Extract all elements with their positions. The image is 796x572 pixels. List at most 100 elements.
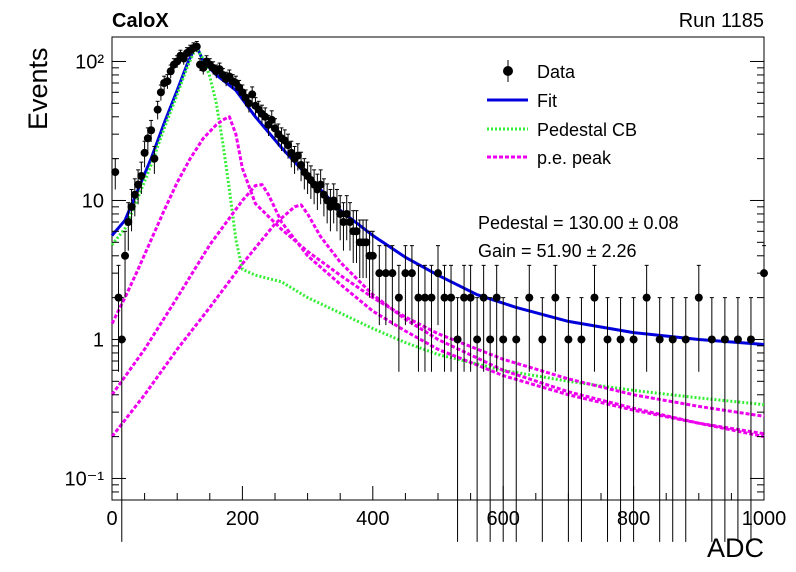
data-marker [440, 293, 449, 302]
data-point [124, 202, 133, 251]
data-marker [156, 88, 165, 97]
data-marker [339, 218, 348, 227]
data-point [479, 264, 488, 372]
data-point [538, 297, 547, 542]
data-marker [342, 209, 351, 218]
header-label-left: CaloX [112, 10, 169, 32]
data-point [407, 245, 416, 326]
data-marker [453, 335, 462, 344]
data-marker [486, 335, 495, 344]
data-point [460, 264, 469, 372]
data-point [420, 264, 429, 372]
data-marker [512, 335, 521, 344]
data-marker [352, 227, 361, 236]
data-point [486, 297, 495, 542]
data-point [153, 100, 162, 120]
data-marker [323, 196, 332, 205]
data-point [147, 119, 156, 143]
data-marker [466, 293, 475, 302]
data-marker [166, 67, 175, 76]
data-point [746, 297, 755, 542]
data-marker [362, 238, 371, 247]
data-marker [121, 251, 130, 260]
data-marker [394, 293, 403, 302]
data-point [121, 230, 130, 298]
data-point [434, 245, 442, 326]
data-marker [143, 134, 152, 143]
x-tick-label: 1000 [742, 508, 787, 530]
data-marker [316, 180, 325, 189]
data-point [447, 264, 456, 372]
y-tick-label: 1 [93, 329, 104, 351]
data-point [668, 297, 677, 542]
data-marker [375, 269, 384, 278]
data-point [362, 219, 371, 279]
data-marker [694, 293, 703, 302]
data-point [512, 297, 521, 542]
data-point [564, 297, 573, 542]
y-axis-title: Events [23, 47, 53, 130]
x-tick-label: 0 [106, 508, 117, 530]
data-marker [111, 168, 120, 177]
legend-item-pe-peak: p.e. peak [487, 148, 612, 168]
data-marker [434, 269, 442, 278]
data-marker [668, 335, 677, 344]
data-point [388, 245, 397, 326]
data-marker [407, 269, 416, 278]
data-point [760, 245, 768, 326]
data-point [342, 195, 351, 241]
data-point [655, 297, 664, 542]
data-marker [368, 251, 377, 260]
fit-result-pedestal: Pedestal = 130.00 ± 0.08 [478, 213, 679, 233]
data-marker [153, 105, 162, 114]
data-point [616, 297, 625, 542]
data-point [414, 264, 423, 372]
data-marker [199, 63, 208, 72]
data-point [143, 127, 152, 151]
data-point [707, 297, 716, 542]
data-marker [127, 202, 136, 211]
data-marker [492, 293, 501, 302]
data-point [336, 195, 345, 241]
y-tick-label: 10 [82, 190, 104, 212]
data-marker [388, 269, 397, 278]
data-marker [499, 335, 508, 344]
data-point [590, 264, 599, 372]
data-marker [124, 218, 133, 227]
data-point [499, 297, 508, 542]
data-point [326, 188, 335, 232]
y-tick-label: 10² [75, 51, 104, 73]
data-marker [538, 335, 547, 344]
data-point [603, 297, 612, 542]
data-point [137, 161, 146, 195]
data-marker [720, 335, 729, 344]
legend-pe-label: p.e. peak [537, 148, 612, 168]
data-marker [140, 148, 149, 157]
data-point [427, 264, 436, 372]
data-point [284, 133, 293, 159]
data-point [440, 264, 449, 372]
data-marker [248, 90, 257, 99]
data-point [329, 183, 338, 224]
header-label-right: Run 1185 [679, 10, 764, 32]
data-point [551, 264, 560, 372]
data-point [345, 202, 354, 251]
data-point [248, 86, 257, 103]
data-point [694, 264, 703, 372]
x-tick-label: 800 [617, 508, 650, 530]
data-point [375, 245, 384, 326]
data-marker [460, 293, 469, 302]
data-marker [577, 335, 586, 344]
data-point [394, 264, 403, 372]
data-marker [564, 335, 573, 344]
legend: Data Fit Pedestal CB p.e. peak [487, 60, 637, 168]
x-tick-label: 600 [487, 508, 520, 530]
data-marker [336, 209, 345, 218]
data-marker [642, 293, 651, 302]
data-point [401, 245, 410, 326]
legend-item-fit: Fit [487, 91, 557, 111]
data-point [642, 264, 651, 372]
legend-fit-label: Fit [537, 91, 557, 111]
data-marker [616, 335, 625, 344]
